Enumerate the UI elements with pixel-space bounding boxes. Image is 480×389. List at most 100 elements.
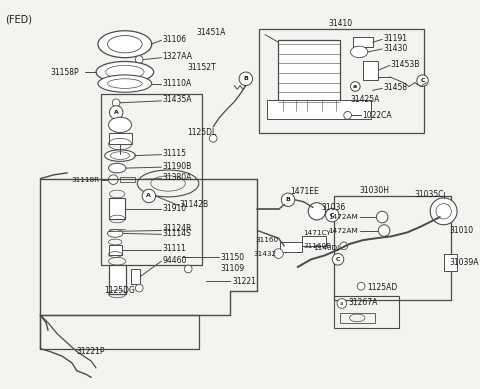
- Bar: [363, 61, 378, 80]
- Circle shape: [184, 265, 192, 273]
- Bar: [444, 254, 457, 271]
- Ellipse shape: [96, 61, 154, 82]
- Text: 1472AM: 1472AM: [328, 228, 358, 233]
- Bar: [334, 196, 451, 300]
- Circle shape: [340, 242, 348, 250]
- Circle shape: [142, 189, 156, 203]
- Text: 31114S: 31114S: [162, 229, 191, 238]
- Bar: [259, 29, 424, 133]
- Text: C: C: [420, 78, 425, 83]
- Circle shape: [109, 106, 123, 119]
- Circle shape: [344, 111, 351, 119]
- Text: 31160: 31160: [255, 237, 278, 243]
- Text: A: A: [146, 193, 151, 198]
- Bar: [267, 100, 371, 119]
- Text: 1125DG: 1125DG: [104, 286, 134, 294]
- Text: 31435A: 31435A: [162, 95, 192, 104]
- Circle shape: [135, 284, 143, 292]
- Circle shape: [332, 254, 344, 265]
- Text: 1022CA: 1022CA: [362, 111, 392, 120]
- Bar: [280, 242, 301, 252]
- Text: 31221P: 31221P: [77, 347, 105, 356]
- Circle shape: [239, 72, 252, 86]
- Text: 31110A: 31110A: [162, 79, 192, 88]
- Text: a: a: [339, 301, 343, 306]
- Text: 31221: 31221: [232, 277, 256, 286]
- Text: 1125AD: 1125AD: [367, 283, 397, 292]
- Bar: [108, 245, 122, 254]
- Bar: [131, 269, 140, 284]
- Text: 31425A: 31425A: [350, 95, 380, 104]
- Text: 31191: 31191: [383, 34, 407, 43]
- Circle shape: [430, 198, 457, 225]
- Text: 31432: 31432: [253, 251, 276, 257]
- Text: 31267A: 31267A: [348, 298, 378, 307]
- Circle shape: [350, 82, 360, 91]
- Ellipse shape: [108, 230, 123, 237]
- Text: 31380A: 31380A: [162, 173, 192, 182]
- Text: B: B: [286, 197, 290, 202]
- Text: a: a: [353, 84, 358, 89]
- Text: C: C: [330, 213, 335, 218]
- Bar: [120, 177, 135, 182]
- Text: 31910: 31910: [162, 204, 186, 213]
- Bar: [108, 133, 132, 144]
- Text: 1140DJ: 1140DJ: [313, 245, 339, 251]
- Bar: [301, 236, 326, 246]
- Text: 1471EE: 1471EE: [290, 187, 319, 196]
- Ellipse shape: [98, 75, 152, 92]
- Text: 31118R: 31118R: [72, 177, 100, 182]
- Circle shape: [209, 135, 217, 142]
- Bar: [101, 94, 202, 265]
- Circle shape: [376, 211, 388, 223]
- Circle shape: [108, 175, 118, 184]
- Bar: [340, 313, 374, 323]
- Text: 1471CY: 1471CY: [303, 230, 331, 237]
- Text: 1125DL: 1125DL: [187, 128, 216, 137]
- Bar: [353, 37, 372, 47]
- Text: 31142B: 31142B: [180, 200, 209, 209]
- Text: 31453B: 31453B: [391, 60, 420, 69]
- Text: 31458: 31458: [383, 83, 408, 92]
- Circle shape: [112, 99, 120, 107]
- Text: 31410: 31410: [328, 19, 352, 28]
- Text: 31152T: 31152T: [187, 63, 216, 72]
- Text: B: B: [243, 76, 248, 81]
- Text: 31430: 31430: [383, 44, 408, 53]
- Ellipse shape: [108, 117, 132, 133]
- Text: 1327AA: 1327AA: [162, 52, 192, 61]
- Text: 31039A: 31039A: [449, 258, 479, 267]
- Circle shape: [378, 225, 390, 236]
- Text: 31106: 31106: [162, 35, 186, 44]
- Circle shape: [281, 193, 295, 207]
- Circle shape: [274, 249, 283, 258]
- Text: 31158P: 31158P: [51, 68, 80, 77]
- Text: (FED): (FED): [5, 14, 32, 24]
- Text: 94460: 94460: [162, 256, 187, 265]
- Text: 31030H: 31030H: [359, 186, 389, 194]
- Text: 31109: 31109: [221, 265, 245, 273]
- Text: C: C: [336, 257, 340, 262]
- Ellipse shape: [108, 163, 126, 173]
- Text: 31160B: 31160B: [303, 243, 332, 249]
- Bar: [40, 315, 199, 349]
- Bar: [109, 198, 125, 219]
- Ellipse shape: [105, 150, 135, 161]
- Circle shape: [308, 203, 325, 220]
- Text: 31451A: 31451A: [197, 28, 226, 37]
- Text: 31036: 31036: [322, 203, 346, 212]
- Circle shape: [417, 75, 428, 86]
- Circle shape: [357, 282, 365, 290]
- Text: 31035C: 31035C: [415, 191, 444, 200]
- Circle shape: [337, 299, 347, 308]
- Text: A: A: [114, 110, 119, 115]
- Ellipse shape: [350, 46, 368, 58]
- Text: 31010: 31010: [449, 226, 474, 235]
- Circle shape: [135, 56, 143, 63]
- Text: 31190B: 31190B: [162, 162, 192, 171]
- Text: 31111: 31111: [162, 244, 186, 253]
- Text: 31150: 31150: [221, 253, 245, 262]
- Bar: [278, 40, 340, 110]
- Circle shape: [325, 209, 339, 222]
- Text: 1472AM: 1472AM: [328, 214, 358, 220]
